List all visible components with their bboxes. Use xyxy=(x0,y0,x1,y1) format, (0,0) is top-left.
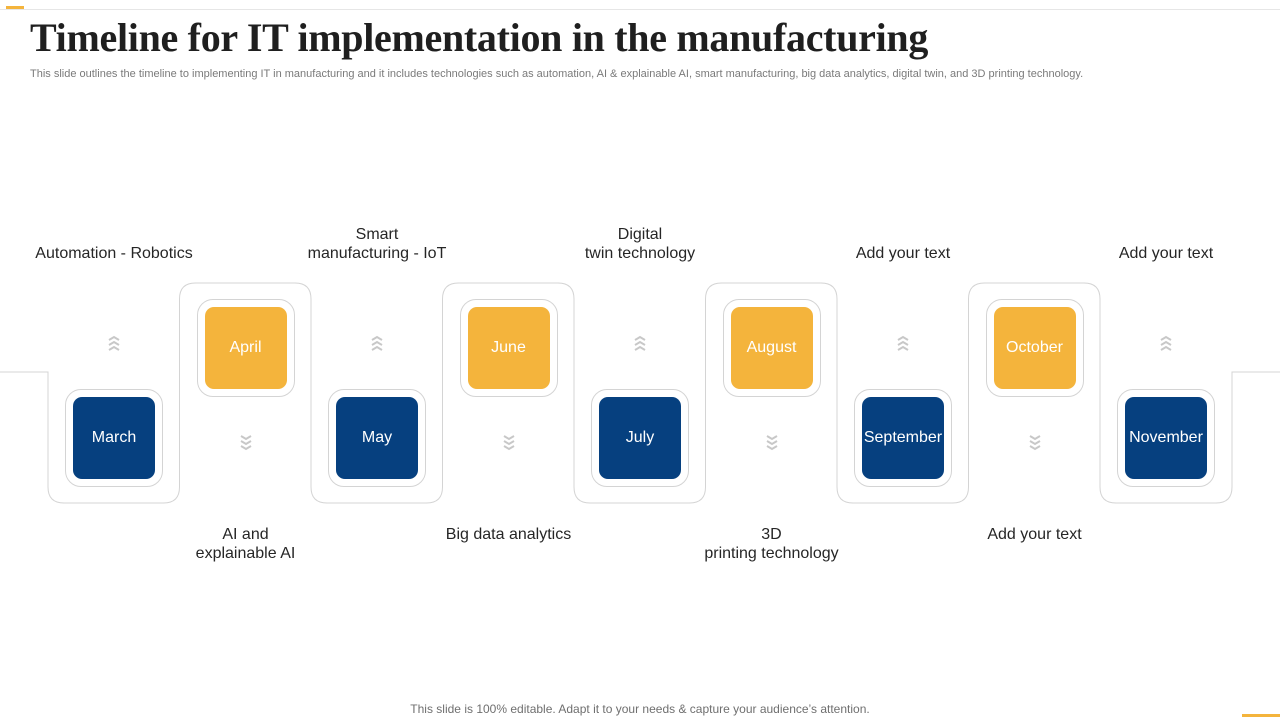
chevron-up-icon xyxy=(1160,335,1172,351)
milestone-label: Big data analytics xyxy=(419,525,599,544)
month-label: July xyxy=(625,429,655,446)
milestone-label-line: Automation - Robotics xyxy=(35,245,193,262)
chevron-up-icon xyxy=(634,335,646,351)
milestone-label: Automation - Robotics xyxy=(24,223,204,263)
milestone-label-line: Big data analytics xyxy=(445,526,572,543)
chevron-down-icon xyxy=(239,435,252,451)
milestone-label-line: Add your text xyxy=(855,245,951,262)
month-tile-april: April xyxy=(204,307,287,389)
milestone-label-line: explainable AI xyxy=(195,545,296,562)
milestone-label: Add your text xyxy=(813,223,993,263)
month-tile-march: March xyxy=(73,397,155,479)
milestone-label-line: Digital xyxy=(617,226,663,243)
chevron-up-icon xyxy=(371,335,383,351)
milestone-label-line: printing technology xyxy=(704,545,839,562)
chevron-down-icon xyxy=(1028,435,1041,451)
milestone-label-line: AI and xyxy=(222,526,269,543)
bottom-accent-bar xyxy=(1242,714,1280,717)
month-label: October xyxy=(1006,339,1063,356)
month-label: November xyxy=(1129,429,1203,446)
month-tile-june: June xyxy=(467,307,550,389)
milestone-label-line: Smart xyxy=(355,226,399,243)
top-rule xyxy=(0,9,1280,10)
page-title: Timeline for IT implementation in the ma… xyxy=(30,15,929,60)
month-label: September xyxy=(863,429,943,446)
month-label: June xyxy=(491,339,526,356)
milestone-label: Digital twin technology xyxy=(550,223,730,263)
month-tile-september: September xyxy=(862,397,944,479)
month-label: August xyxy=(746,339,797,356)
chevron-down-icon xyxy=(765,435,778,451)
month-tile-november: November xyxy=(1125,397,1207,479)
month-label: April xyxy=(229,339,262,356)
month-tile-october: October xyxy=(993,307,1076,389)
month-tile-august: August xyxy=(730,307,813,389)
milestone-label-line: twin technology xyxy=(584,245,696,262)
month-label: March xyxy=(91,429,137,446)
milestone-label: 3D printing technology xyxy=(682,525,862,563)
chevron-down-icon xyxy=(502,435,515,451)
top-accent-bar xyxy=(6,6,24,9)
milestone-label-line: Add your text xyxy=(1118,245,1214,262)
milestone-label: Add your text xyxy=(1076,223,1256,263)
milestone-label: AI and explainable AI xyxy=(156,525,336,563)
month-label: May xyxy=(361,429,393,446)
chevron-up-icon xyxy=(897,335,909,351)
page-subtitle: This slide outlines the timeline to impl… xyxy=(30,68,1084,80)
milestone-label-line: 3D xyxy=(761,526,782,543)
milestone-label-line: Add your text xyxy=(987,526,1082,543)
milestone-label: Add your text xyxy=(945,525,1125,544)
month-tile-july: July xyxy=(599,397,681,479)
footer-note: This slide is 100% editable. Adapt it to… xyxy=(410,702,870,716)
chevron-up-icon xyxy=(108,335,120,351)
month-tile-may: May xyxy=(336,397,418,479)
milestone-label: Smart manufacturing - IoT xyxy=(287,223,467,263)
milestone-label-line: manufacturing - IoT xyxy=(307,245,447,262)
